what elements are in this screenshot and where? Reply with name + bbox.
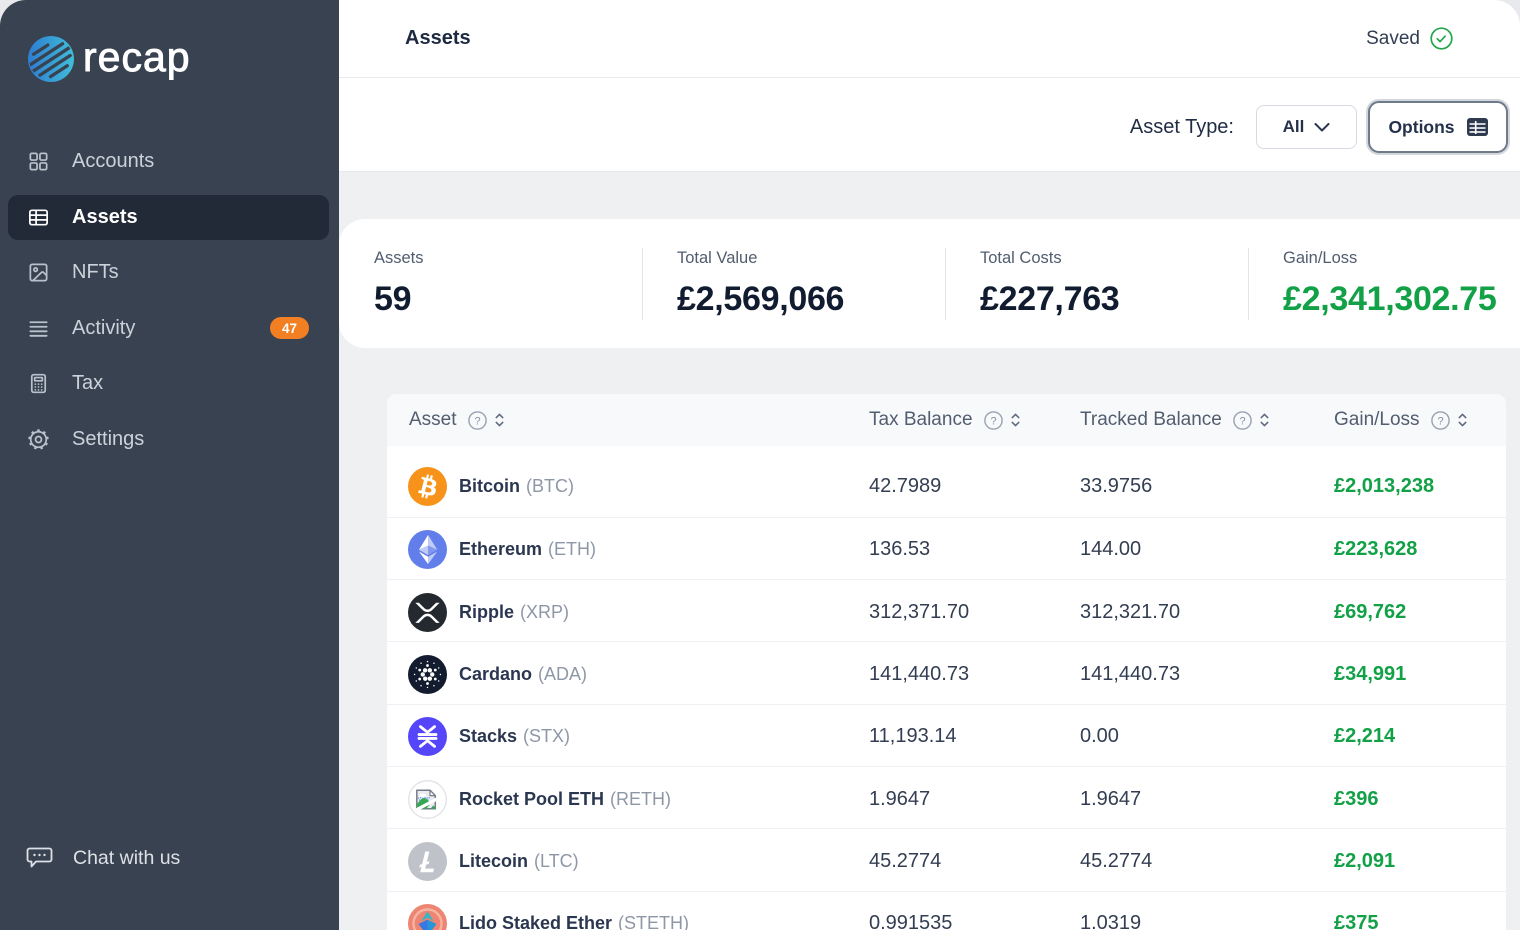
svg-text:?: ? [990,415,996,427]
svg-text:?: ? [1437,415,1443,427]
svg-text:?: ? [474,415,480,427]
svg-text:?: ? [1239,415,1245,427]
